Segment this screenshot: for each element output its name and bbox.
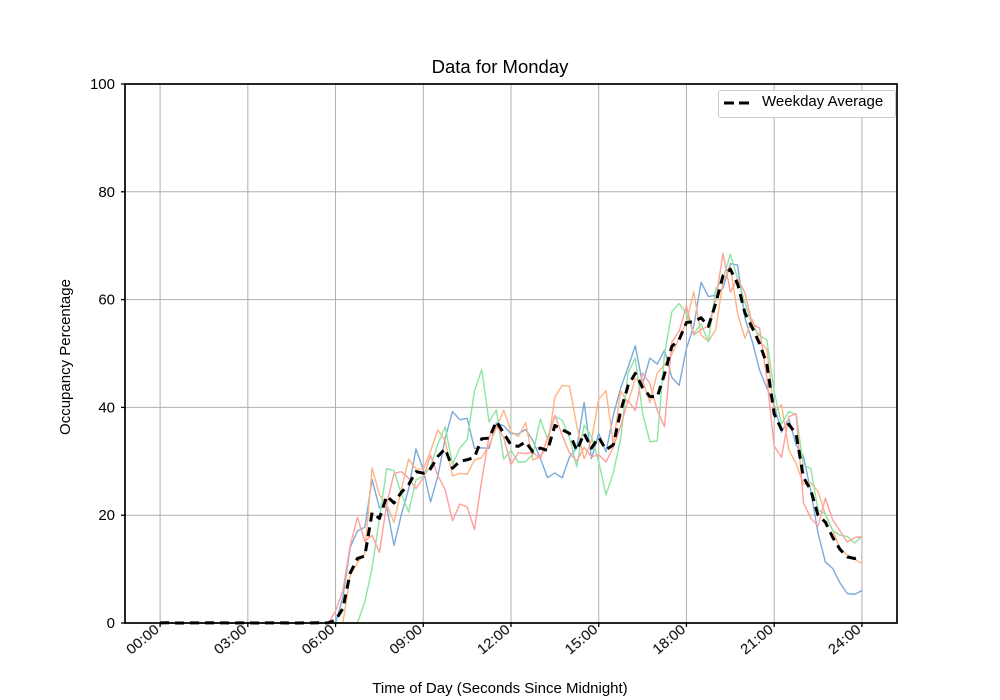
- svg-text:24:00: 24:00: [825, 621, 865, 658]
- svg-text:Data for Monday: Data for Monday: [432, 56, 570, 77]
- svg-text:09:00: 09:00: [386, 621, 426, 658]
- svg-text:12:00: 12:00: [474, 621, 514, 658]
- svg-text:100: 100: [90, 76, 115, 93]
- svg-text:0: 0: [107, 615, 115, 632]
- svg-text:21:00: 21:00: [737, 621, 777, 658]
- svg-text:03:00: 03:00: [211, 621, 251, 658]
- svg-text:20: 20: [98, 507, 115, 524]
- svg-text:15:00: 15:00: [562, 621, 602, 658]
- svg-text:00:00: 00:00: [123, 621, 163, 658]
- svg-text:18:00: 18:00: [649, 621, 689, 658]
- svg-text:06:00: 06:00: [298, 621, 338, 658]
- svg-text:40: 40: [98, 399, 115, 416]
- svg-text:80: 80: [98, 184, 115, 201]
- svg-text:Occupancy Percentage: Occupancy Percentage: [57, 279, 74, 435]
- svg-text:Time of Day (Seconds Since Mid: Time of Day (Seconds Since Midnight): [372, 680, 627, 697]
- svg-text:60: 60: [98, 292, 115, 309]
